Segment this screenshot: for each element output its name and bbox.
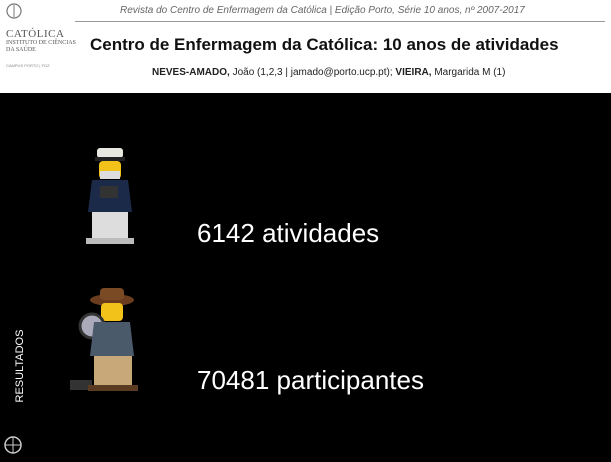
logo-name: CATÓLICA: [6, 28, 64, 40]
legs: [94, 356, 132, 386]
stat-label: atividades: [262, 218, 379, 248]
hat: [100, 288, 124, 300]
title: Centro de Enfermagem da Católica: 10 ano…: [90, 35, 559, 55]
logo-tagline: CAMPUS PORTO | FOZ: [6, 63, 50, 68]
emblem: [4, 2, 34, 22]
authors: NEVES-AMADO, João (1,2,3 | jamado@porto.…: [152, 67, 505, 78]
cap: [97, 148, 123, 158]
section-label: RESULTADOS: [14, 326, 26, 406]
author-name: VIEIRA,: [395, 67, 431, 78]
stat: 6142 atividades: [197, 218, 379, 249]
author-details: Margarida M (1): [432, 67, 506, 78]
hat-brim: [90, 294, 134, 306]
legs: [92, 212, 128, 240]
head: [101, 303, 123, 321]
stat: 70481 participantes: [197, 365, 424, 396]
explorer-figure: [70, 288, 138, 391]
footer-emblem: [5, 437, 21, 453]
journal-line: Revista do Centro de Enfermagem da Catól…: [120, 5, 525, 16]
emblem-circle: [5, 437, 21, 453]
author-details: João (1,2,3 | jamado@porto.ucp.pt);: [230, 67, 393, 78]
feet: [88, 385, 138, 391]
logo-subtitle: INSTITUTO DE CIÊNCIAS DA SAÚDE: [6, 40, 76, 54]
beard: [100, 171, 120, 179]
author-name: NEVES-AMADO,: [152, 67, 230, 78]
magnifier: [80, 314, 104, 338]
feet: [86, 238, 134, 244]
cap-brim: [95, 157, 125, 161]
stat-label: participantes: [277, 365, 424, 395]
head: [99, 161, 121, 179]
slide: Revista do Centro de Enfermagem da Catól…: [0, 0, 611, 462]
camera: [100, 186, 118, 198]
stat-value: 6142: [197, 218, 255, 248]
header-rule: [75, 21, 605, 22]
stat-value: 70481: [197, 365, 269, 395]
captain-figure: [86, 148, 134, 244]
torso: [90, 322, 134, 356]
header: Revista do Centro de Enfermagem da Catól…: [0, 0, 611, 93]
bag: [70, 380, 92, 390]
torso: [88, 180, 132, 212]
